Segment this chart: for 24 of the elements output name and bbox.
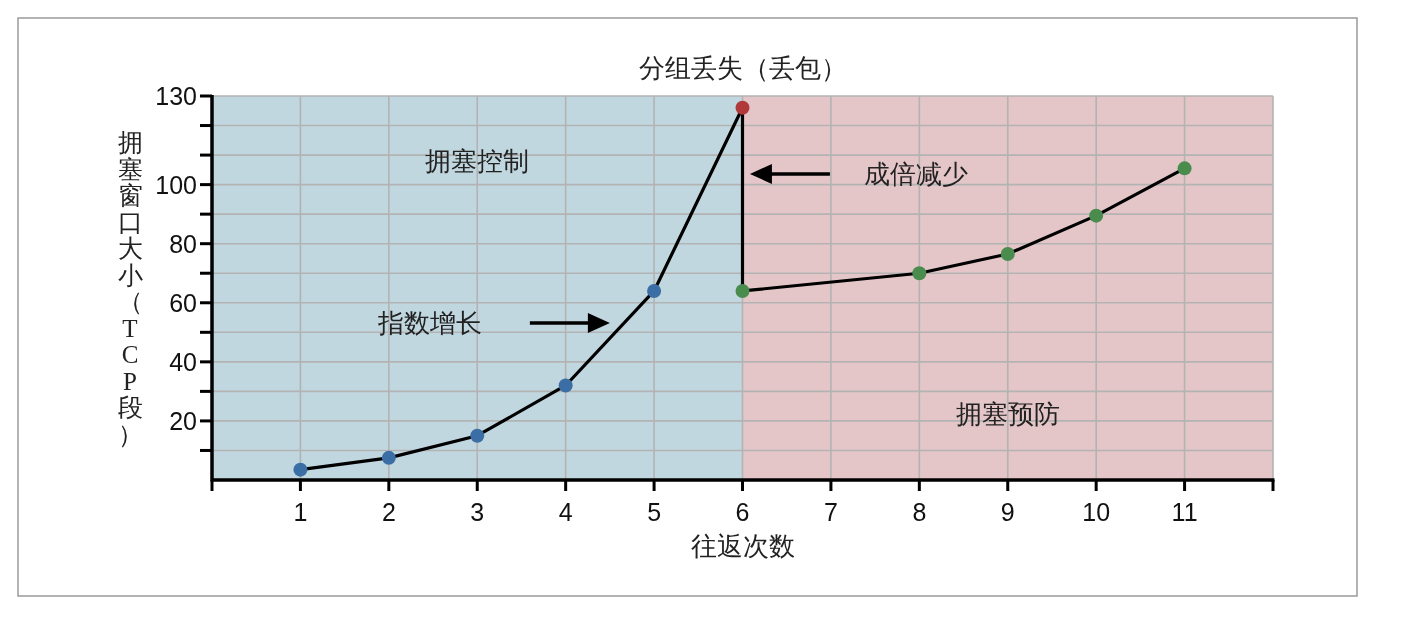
x-tick-label: 10 bbox=[1082, 498, 1111, 526]
y-tick-label: 100 bbox=[155, 170, 197, 199]
xlabel: 往返次数 bbox=[690, 531, 795, 561]
x-tick-label: 2 bbox=[381, 498, 396, 526]
y-tick-label: 80 bbox=[169, 229, 197, 258]
x-tick-label: 8 bbox=[912, 498, 927, 526]
annotation: 成倍减少 bbox=[863, 160, 968, 190]
y-tick-label: 20 bbox=[169, 406, 197, 435]
x-tick-label: 1 bbox=[293, 498, 308, 526]
ylabel: 拥塞窗口大小（TCP段） bbox=[117, 128, 143, 448]
y-tick-label: 130 bbox=[155, 82, 197, 110]
x-tick-label: 7 bbox=[823, 498, 838, 526]
y-tick-label: 60 bbox=[169, 288, 197, 317]
band-label: 拥塞控制 bbox=[425, 146, 530, 176]
title: 分组丢失（丢包） bbox=[638, 53, 847, 83]
x-tick-label: 9 bbox=[1000, 498, 1015, 526]
x-tick-label: 5 bbox=[647, 498, 662, 526]
annotation: 指数增长 bbox=[377, 309, 482, 339]
x-tick-label: 4 bbox=[558, 498, 573, 526]
y-tick-label: 40 bbox=[169, 347, 197, 376]
band-label: 拥塞预防 bbox=[955, 400, 1060, 430]
x-tick-label: 3 bbox=[470, 498, 485, 526]
x-tick-label: 11 bbox=[1171, 498, 1198, 526]
x-tick-label: 6 bbox=[735, 498, 750, 526]
